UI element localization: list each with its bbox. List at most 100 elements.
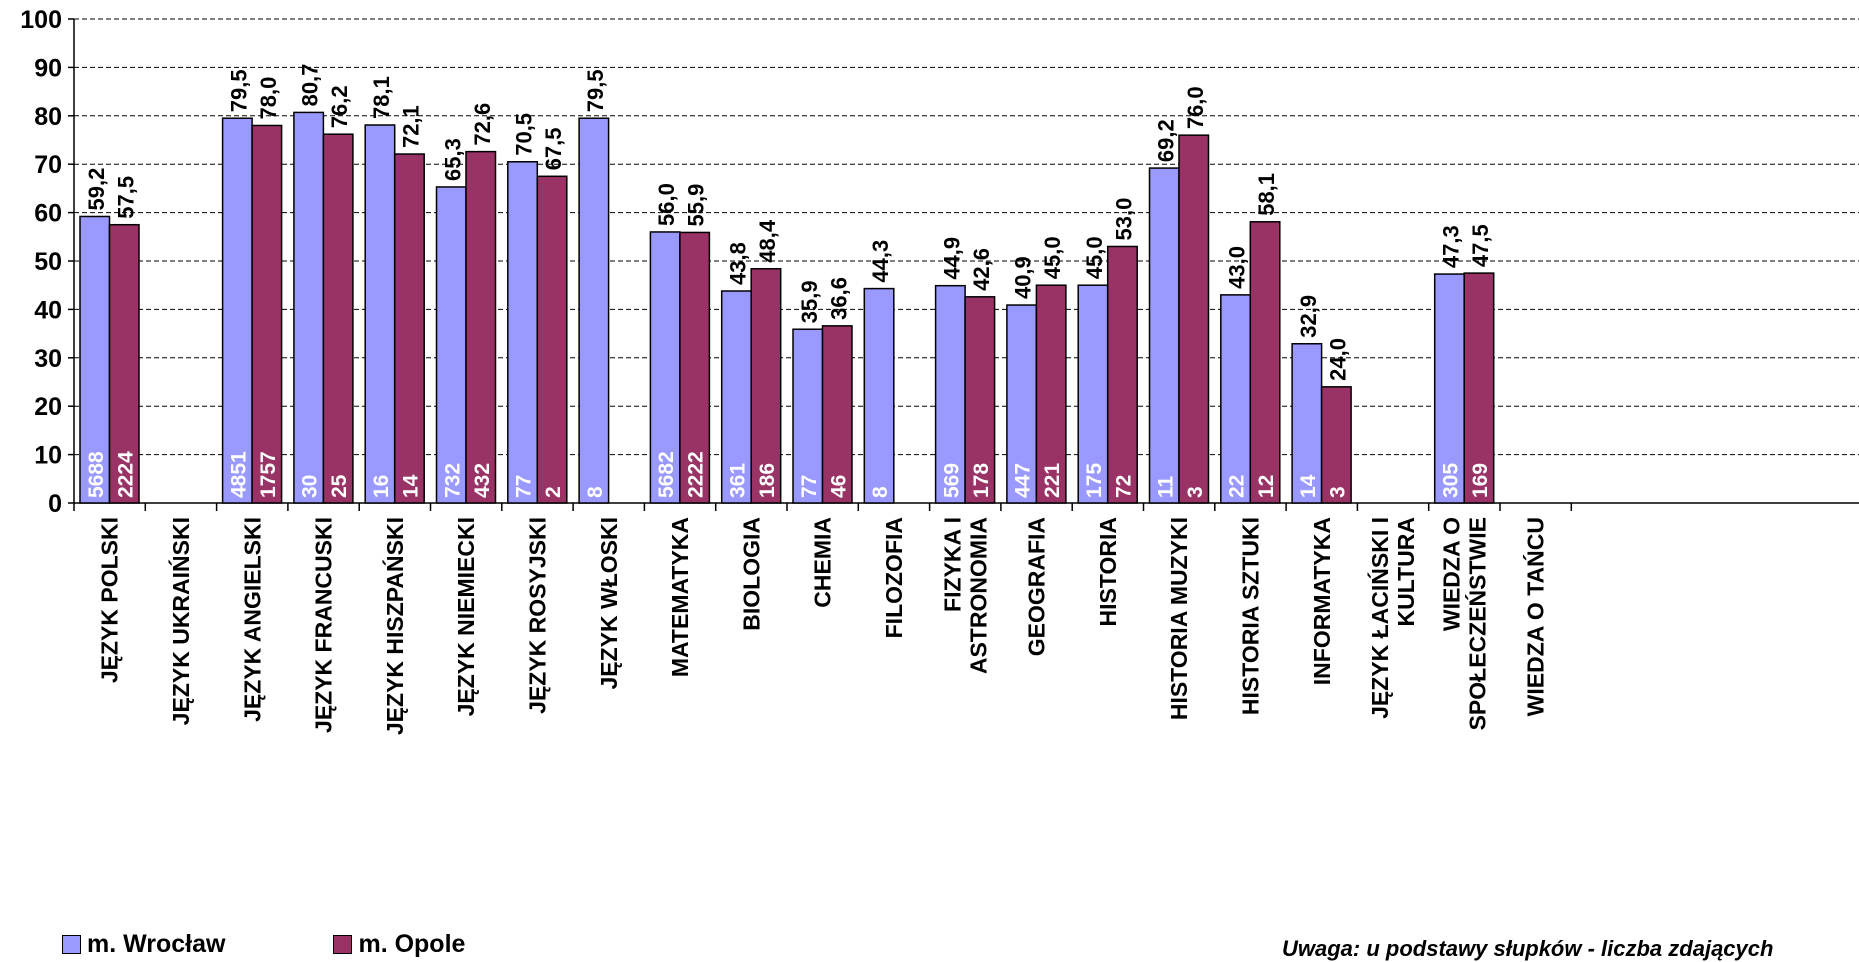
legend-label-opole: m. Opole <box>358 930 466 958</box>
count-label: 8 <box>869 486 892 498</box>
count-label: 14 <box>1297 474 1320 498</box>
value-label: 78,0 <box>256 77 281 120</box>
bar <box>1106 245 1138 504</box>
legend: m. Wrocław m. Opole <box>62 930 465 959</box>
category-label: JĘZYK WŁOSKI <box>596 517 622 690</box>
count-label: 3 <box>1326 486 1349 498</box>
category-label-line: CHEMIA <box>810 517 836 608</box>
count-label: 5688 <box>85 451 108 498</box>
count-label: 2222 <box>685 451 708 498</box>
value-label: 53,0 <box>1111 198 1136 241</box>
count-label: 14 <box>399 474 422 498</box>
y-tick-label: 70 <box>34 151 62 179</box>
bar <box>964 296 996 504</box>
count-label: 2224 <box>114 451 137 498</box>
value-label: 57,5 <box>113 176 138 219</box>
count-label: 732 <box>441 463 464 498</box>
category-label-line: WIEDZA O TAŃCU <box>1522 517 1549 716</box>
data-labels: 59,2 5688 79,5 4851 80,7 30 78,1 16 65,3 732 70,5 7… <box>84 64 1493 498</box>
count-label: 12 <box>1255 475 1278 498</box>
category-label: GEOGRAFIA <box>1024 517 1050 656</box>
bar <box>465 150 497 504</box>
value-label: 24,0 <box>1325 338 1350 381</box>
category-label-line: HISTORIA SZTUKI <box>1237 517 1263 715</box>
bar <box>934 284 966 504</box>
bar <box>293 111 325 504</box>
count-label: 5682 <box>655 451 678 498</box>
value-label: 72,6 <box>470 103 495 146</box>
category-label: JĘZYK POLSKI <box>97 517 123 683</box>
category-label: MATEMATYKA <box>667 517 693 677</box>
bar <box>679 231 711 504</box>
category-label: HISTORIA MUZYKI <box>1166 517 1192 720</box>
value-label: 67,5 <box>541 127 566 170</box>
bar <box>221 117 253 504</box>
bar <box>1006 304 1038 504</box>
value-label: 72,1 <box>398 105 423 148</box>
category-label: JĘZYK FRANCUSKI <box>311 517 337 733</box>
y-tick-label: 80 <box>34 103 62 131</box>
bar <box>393 153 425 504</box>
bar <box>1148 167 1180 504</box>
count-label: 361 <box>726 463 749 498</box>
category-label-line: MATEMATYKA <box>667 517 693 677</box>
count-label: 4851 <box>227 451 250 498</box>
value-label: 70,5 <box>512 113 537 156</box>
value-label: 42,6 <box>969 248 994 291</box>
bar <box>750 267 782 504</box>
count-label: 305 <box>1439 463 1462 498</box>
y-tick-label: 10 <box>34 442 62 470</box>
category-label-line: FILOZOFIA <box>881 517 907 638</box>
value-label: 65,3 <box>440 138 465 181</box>
value-label: 56,0 <box>654 183 679 226</box>
value-label: 78,1 <box>369 76 394 119</box>
y-tick-label: 30 <box>34 345 62 373</box>
value-label: 40,9 <box>1011 256 1036 299</box>
count-label: 77 <box>513 475 536 498</box>
y-tick-label: 90 <box>34 54 62 82</box>
value-label: 44,9 <box>939 237 964 280</box>
category-label: INFORMATYKA <box>1309 517 1335 685</box>
count-label: 25 <box>328 474 351 498</box>
y-tick-label: 20 <box>34 393 62 421</box>
y-tick-label: 50 <box>34 248 62 276</box>
bar <box>649 231 681 504</box>
bar <box>322 133 354 504</box>
category-label-line: JĘZYK UKRAIŃSKI <box>167 517 194 725</box>
value-label: 47,3 <box>1438 225 1463 268</box>
bar <box>1433 273 1465 504</box>
chart-note: Uwaga: u podstawy słupków - liczba zdają… <box>1282 936 1774 961</box>
category-label-line: SPOŁECZEŃSTWIE <box>1463 517 1490 730</box>
count-label: 569 <box>940 463 963 498</box>
value-label: 43,8 <box>725 242 750 285</box>
category-label-line: JĘZYK NIEMIECKI <box>453 517 479 716</box>
bar <box>821 325 853 504</box>
count-label: 178 <box>970 463 993 498</box>
category-label: CHEMIA <box>810 517 836 608</box>
count-label: 11 <box>1154 475 1177 498</box>
bar <box>1463 272 1495 504</box>
category-label: HISTORIA <box>1095 517 1121 626</box>
legend-item-opole: m. Opole <box>333 930 465 959</box>
y-tick-label: 60 <box>34 200 62 228</box>
legend-swatch-wroclaw <box>62 935 81 954</box>
bar <box>720 290 752 504</box>
legend-label-wroclaw: m. Wrocław <box>87 930 226 958</box>
category-label-line: KULTURA <box>1393 517 1419 626</box>
count-label: 447 <box>1012 463 1035 498</box>
bar <box>536 175 568 504</box>
category-label: HISTORIA SZTUKI <box>1237 517 1263 715</box>
count-label: 77 <box>798 475 821 498</box>
bar <box>108 223 140 504</box>
bar <box>578 117 610 504</box>
value-label: 35,9 <box>797 280 822 323</box>
bar <box>364 124 396 504</box>
value-label: 32,9 <box>1296 295 1321 338</box>
y-tick-label: 40 <box>34 296 62 324</box>
value-label: 59,2 <box>84 168 109 211</box>
count-label: 8 <box>584 486 607 498</box>
count-label: 175 <box>1083 463 1106 498</box>
category-label-line: FIZYKA I <box>939 517 965 612</box>
category-label-line: BIOLOGIA <box>738 517 764 631</box>
